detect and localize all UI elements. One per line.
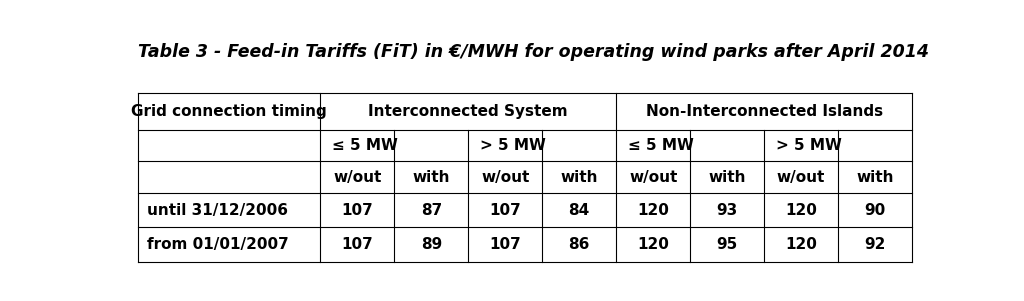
Text: Grid connection timing: Grid connection timing [131, 104, 327, 119]
Text: 107: 107 [489, 237, 521, 252]
Text: 120: 120 [785, 237, 817, 252]
Text: until 31/12/2006: until 31/12/2006 [147, 203, 288, 218]
Text: 120: 120 [637, 237, 669, 252]
Text: Interconnected System: Interconnected System [369, 104, 568, 119]
Text: w/out: w/out [629, 169, 677, 185]
Text: > 5 MW: > 5 MW [480, 138, 546, 153]
Text: 120: 120 [637, 203, 669, 218]
Text: with: with [709, 169, 745, 185]
Text: 87: 87 [421, 203, 442, 218]
Text: 89: 89 [421, 237, 442, 252]
Text: 86: 86 [568, 237, 590, 252]
Text: 107: 107 [341, 203, 373, 218]
Text: with: with [560, 169, 598, 185]
Text: w/out: w/out [481, 169, 529, 185]
Text: ≤ 5 MW: ≤ 5 MW [332, 138, 398, 153]
Text: from 01/01/2007: from 01/01/2007 [147, 237, 289, 252]
Text: 84: 84 [568, 203, 590, 218]
Text: > 5 MW: > 5 MW [776, 138, 842, 153]
Text: with: with [413, 169, 450, 185]
Text: 92: 92 [864, 237, 886, 252]
Text: 120: 120 [785, 203, 817, 218]
Text: Table 3 - Feed-in Tariffs (FiT) in €/MWH for operating wind parks after April 20: Table 3 - Feed-in Tariffs (FiT) in €/MWH… [137, 43, 929, 61]
Text: ≤ 5 MW: ≤ 5 MW [628, 138, 694, 153]
Text: 90: 90 [864, 203, 886, 218]
Text: 107: 107 [341, 237, 373, 252]
Text: with: with [856, 169, 894, 185]
Text: w/out: w/out [777, 169, 825, 185]
Text: 93: 93 [717, 203, 737, 218]
Text: 95: 95 [717, 237, 737, 252]
Text: w/out: w/out [333, 169, 382, 185]
Text: Non-Interconnected Islands: Non-Interconnected Islands [645, 104, 883, 119]
Text: 107: 107 [489, 203, 521, 218]
